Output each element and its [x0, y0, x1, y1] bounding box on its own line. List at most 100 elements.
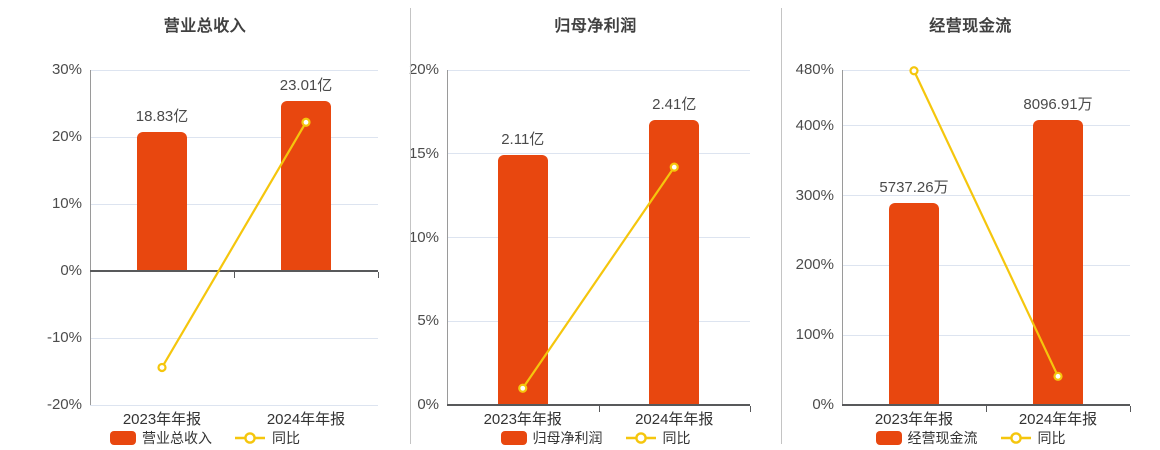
line-legend-icon	[625, 431, 657, 445]
x-axis-line	[447, 404, 750, 406]
y-axis-line	[90, 70, 91, 405]
gridline	[842, 264, 1130, 266]
plot-area: 30% 20% 10% 0% -10% -20% 18.83亿 23.01亿 2023年年报 20…	[0, 0, 410, 450]
chart-title: 营业总收入	[163, 18, 247, 35]
bar-2024年年报[interactable]	[281, 101, 331, 271]
trend-marker[interactable]	[518, 383, 528, 393]
gridline	[447, 237, 750, 238]
bar-value-label: 5737.26万	[879, 179, 949, 197]
gridline	[90, 136, 378, 138]
y-axis-tick-label: 20%	[51, 128, 82, 145]
y-axis-tick-label: 0%	[60, 262, 82, 279]
legend-bar-label: 营业总收入	[142, 430, 212, 446]
line-legend-icon	[1000, 431, 1032, 445]
legend-item-line[interactable]: 同比	[1000, 428, 1066, 448]
bar-value-label: 2.41亿	[652, 96, 697, 114]
x-category-label: 2024年年报	[266, 411, 346, 428]
gridline	[842, 125, 1130, 127]
bar-2023年年报[interactable]	[137, 132, 187, 271]
chart-title: 归母净利润	[554, 18, 637, 35]
trend-marker[interactable]	[1053, 371, 1063, 381]
y-axis-tick-label: 10%	[51, 195, 82, 212]
trend-marker[interactable]	[301, 117, 311, 127]
x-axis-tick	[986, 406, 987, 412]
gridline	[447, 153, 750, 155]
trend-marker[interactable]	[669, 162, 679, 172]
gridline	[90, 337, 378, 339]
plot-area: 20% 15% 10% 5% 0% 2.11亿 2.41亿 2023年年报 2024年年报	[409, 0, 781, 450]
y-axis-tick-label: 300%	[795, 186, 834, 204]
x-axis-tick	[750, 406, 751, 412]
legend-line-label: 同比	[272, 430, 300, 446]
gridline	[90, 69, 378, 71]
bar-value-label: 8096.91万	[1023, 95, 1093, 113]
trend-line	[157, 117, 311, 373]
bar-legend-swatch-icon	[110, 431, 136, 445]
y-axis-tick-label: 480%	[795, 61, 834, 78]
legend-line-label: 同比	[1037, 430, 1066, 446]
x-category-label: 2023年年报	[122, 411, 202, 428]
gridline	[842, 69, 1130, 71]
x-axis-line	[90, 270, 378, 272]
x-category-label: 2024年年报	[635, 411, 714, 428]
bar-value-label: 2.11亿	[501, 131, 545, 149]
y-axis-tick-label: 0%	[812, 396, 834, 413]
y-axis-tick-label: 400%	[795, 116, 834, 134]
y-axis-tick-label: 100%	[795, 326, 834, 344]
chart-panel-revenue: 营业总收入 30% 20% 10% 0% -10% -20% 18.83亿 23.01亿 202…	[0, 0, 410, 450]
y-axis-tick-label: 200%	[795, 256, 834, 274]
trend-marker[interactable]	[909, 66, 919, 76]
y-axis-tick-label: -20%	[46, 396, 82, 413]
trend-line	[909, 66, 1063, 381]
x-axis-tick	[234, 272, 235, 278]
y-axis-tick-label: 20%	[408, 61, 439, 78]
x-axis-tick	[1130, 406, 1131, 412]
trend-line	[518, 162, 679, 393]
y-axis-tick-label: -10%	[46, 329, 82, 346]
x-category-label: 2023年年报	[483, 411, 562, 428]
x-axis-tick	[378, 272, 379, 278]
legend-item-bar[interactable]: 经营现金流	[875, 428, 978, 448]
panel-divider	[410, 8, 411, 444]
y-axis-tick-label: 10%	[408, 228, 439, 246]
y-axis-tick-label: 5%	[417, 312, 439, 330]
chart-panel-cash-flow: 经营现金流 480% 400% 300% 200% 100% 0% 5737.26万 8096…	[781, 0, 1160, 450]
legend: 营业总收入 同比	[0, 429, 410, 447]
legend-item-bar[interactable]: 营业总收入	[110, 428, 212, 448]
gridline	[842, 334, 1130, 336]
bar-value-label: 23.01亿	[279, 77, 333, 95]
chart-title: 经营现金流	[929, 18, 1012, 35]
bar-legend-swatch-icon	[500, 431, 527, 445]
legend-item-bar[interactable]: 归母净利润	[500, 428, 603, 448]
legend-line-label: 同比	[662, 430, 691, 446]
x-axis-line	[842, 404, 1130, 406]
legend-item-line[interactable]: 同比	[234, 428, 300, 448]
x-category-label: 2024年年报	[1018, 411, 1098, 428]
line-legend-icon	[234, 431, 266, 445]
legend-bar-label: 归母净利润	[532, 430, 603, 446]
y-axis-line	[842, 70, 843, 405]
trend-marker[interactable]	[157, 362, 167, 373]
y-axis-tick-label: 15%	[408, 144, 439, 162]
x-axis-tick	[598, 406, 600, 412]
legend-item-line[interactable]: 同比	[625, 428, 691, 448]
gridline	[447, 69, 750, 71]
plot-area: 480% 400% 300% 200% 100% 0% 5737.26万 8096.91万 20…	[781, 0, 1160, 450]
gridline	[90, 203, 378, 205]
bar-value-label: 18.83亿	[135, 108, 189, 126]
panel-divider	[781, 8, 782, 444]
y-axis-line	[447, 70, 448, 405]
gridline	[90, 404, 378, 406]
y-axis-tick-label: 0%	[417, 396, 439, 413]
chart-panel-net-profit: 归母净利润 20% 15% 10% 5% 0% 2.11亿 2.41亿 2023年年报 2024…	[409, 0, 781, 450]
bar-2024年年报[interactable]	[1033, 119, 1083, 405]
legend: 归母净利润 同比	[410, 429, 781, 447]
legend: 经营现金流 同比	[781, 429, 1160, 447]
gridline	[447, 320, 750, 322]
legend-bar-label: 经营现金流	[907, 430, 978, 446]
bar-legend-swatch-icon	[875, 431, 902, 445]
bar-2023年年报[interactable]	[889, 203, 939, 405]
x-category-label: 2023年年报	[874, 411, 954, 428]
gridline	[842, 195, 1130, 197]
